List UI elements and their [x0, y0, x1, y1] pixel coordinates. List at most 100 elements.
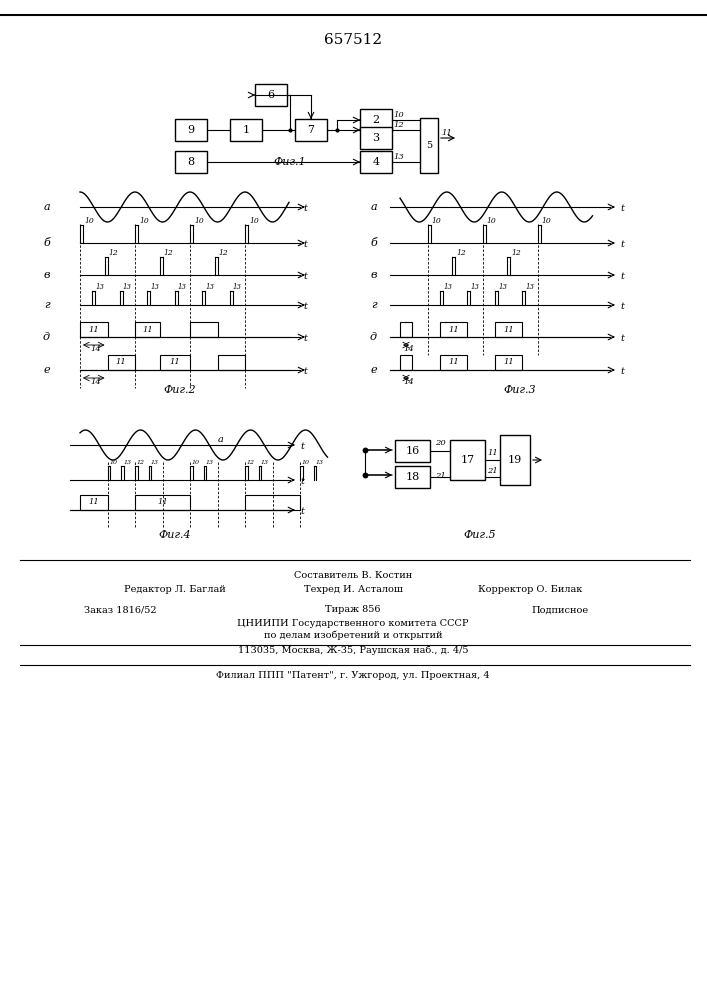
Text: 20: 20 — [435, 439, 445, 447]
Bar — [440, 322, 467, 337]
Text: 13: 13 — [151, 460, 159, 465]
Bar — [245, 495, 300, 510]
Text: е: е — [43, 365, 50, 375]
Text: 11: 11 — [503, 359, 514, 366]
Bar — [175, 119, 207, 141]
Text: 10: 10 — [84, 217, 94, 225]
Text: д: д — [370, 332, 377, 342]
Text: t: t — [303, 302, 307, 311]
Text: 19: 19 — [508, 455, 522, 465]
Text: 7: 7 — [308, 125, 315, 135]
Text: 2: 2 — [373, 115, 380, 125]
Bar — [190, 322, 218, 337]
Text: 6: 6 — [267, 90, 274, 100]
Text: 11: 11 — [441, 129, 452, 137]
Text: 14: 14 — [90, 345, 102, 353]
Text: 21: 21 — [487, 467, 498, 475]
Text: t: t — [620, 334, 624, 343]
Text: t: t — [620, 302, 624, 311]
Text: 8: 8 — [187, 157, 194, 167]
Text: 13: 13 — [443, 283, 452, 291]
Text: а: а — [218, 435, 223, 444]
Text: 11: 11 — [142, 326, 153, 334]
Text: 14: 14 — [403, 345, 414, 353]
Bar — [360, 109, 392, 131]
Text: 21: 21 — [435, 472, 445, 480]
Text: Подписное: Подписное — [532, 605, 588, 614]
Text: по делам изобретений и открытий: по делам изобретений и открытий — [264, 630, 443, 640]
Text: 3: 3 — [373, 133, 380, 143]
Text: t: t — [620, 204, 624, 213]
Text: 13: 13 — [205, 283, 214, 291]
Bar — [440, 355, 467, 370]
Text: 13: 13 — [261, 460, 269, 465]
Bar — [135, 495, 190, 510]
Text: е: е — [370, 365, 377, 375]
Text: 10: 10 — [542, 217, 551, 225]
Text: 12: 12 — [137, 460, 145, 465]
Text: 12: 12 — [247, 460, 255, 465]
Bar — [160, 355, 190, 370]
Text: 13: 13 — [122, 283, 132, 291]
Text: Филиал ППП "Патент", г. Ужгород, ул. Проектная, 4: Филиал ППП "Патент", г. Ужгород, ул. Про… — [216, 670, 490, 680]
Text: б: б — [370, 238, 377, 248]
Text: 11: 11 — [157, 498, 168, 506]
Text: t: t — [303, 334, 307, 343]
Text: 11: 11 — [170, 359, 180, 366]
Bar — [80, 322, 107, 337]
Bar — [255, 84, 287, 106]
Bar — [395, 440, 430, 462]
Text: 11: 11 — [448, 359, 459, 366]
Text: t: t — [620, 367, 624, 376]
Text: 1: 1 — [243, 125, 250, 135]
Text: 10: 10 — [302, 460, 310, 465]
Text: 18: 18 — [405, 472, 420, 482]
Text: 11: 11 — [487, 449, 498, 457]
Text: t: t — [300, 507, 304, 516]
Text: Фиг.1: Фиг.1 — [274, 157, 306, 167]
Text: Заказ 1816/52: Заказ 1816/52 — [83, 605, 156, 614]
Text: 14: 14 — [403, 378, 414, 386]
Text: 13: 13 — [393, 153, 404, 161]
Text: Фиг.5: Фиг.5 — [464, 530, 496, 540]
Text: 13: 13 — [525, 283, 534, 291]
Text: 13: 13 — [150, 283, 159, 291]
Text: t: t — [300, 442, 304, 451]
Bar — [218, 355, 245, 370]
Bar — [80, 495, 107, 510]
Bar — [495, 355, 522, 370]
Bar — [360, 127, 392, 149]
Text: 113035, Москва, Ж-35, Раушская наб., д. 4/5: 113035, Москва, Ж-35, Раушская наб., д. … — [238, 645, 468, 655]
Text: б: б — [43, 238, 50, 248]
Text: 13: 13 — [95, 283, 104, 291]
Text: 10: 10 — [110, 460, 117, 465]
Bar — [230, 119, 262, 141]
Text: в: в — [370, 270, 377, 280]
Text: t: t — [620, 272, 624, 281]
Bar — [450, 440, 485, 480]
Text: Техред И. Асталош: Техред И. Асталош — [303, 585, 402, 594]
Text: 13: 13 — [177, 283, 187, 291]
Text: t: t — [303, 204, 307, 213]
Text: 10: 10 — [192, 460, 200, 465]
Text: 10: 10 — [431, 217, 441, 225]
Text: t: t — [303, 272, 307, 281]
Text: 10: 10 — [139, 217, 148, 225]
Text: 13: 13 — [498, 283, 507, 291]
Text: 10: 10 — [486, 217, 496, 225]
Bar — [400, 355, 412, 370]
Bar — [175, 151, 207, 173]
Text: 12: 12 — [456, 249, 466, 257]
Text: 12: 12 — [511, 249, 521, 257]
Bar — [360, 151, 392, 173]
Text: 11: 11 — [88, 498, 99, 506]
Text: Тираж 856: Тираж 856 — [325, 605, 381, 614]
Text: 13: 13 — [470, 283, 479, 291]
Text: 12: 12 — [164, 249, 173, 257]
Text: г: г — [45, 300, 50, 310]
Text: Составитель В. Костин: Составитель В. Костин — [294, 570, 412, 580]
Text: t: t — [303, 367, 307, 376]
Bar — [135, 322, 160, 337]
Text: 13: 13 — [206, 460, 214, 465]
Text: Редактор Л. Баглай: Редактор Л. Баглай — [124, 585, 226, 594]
